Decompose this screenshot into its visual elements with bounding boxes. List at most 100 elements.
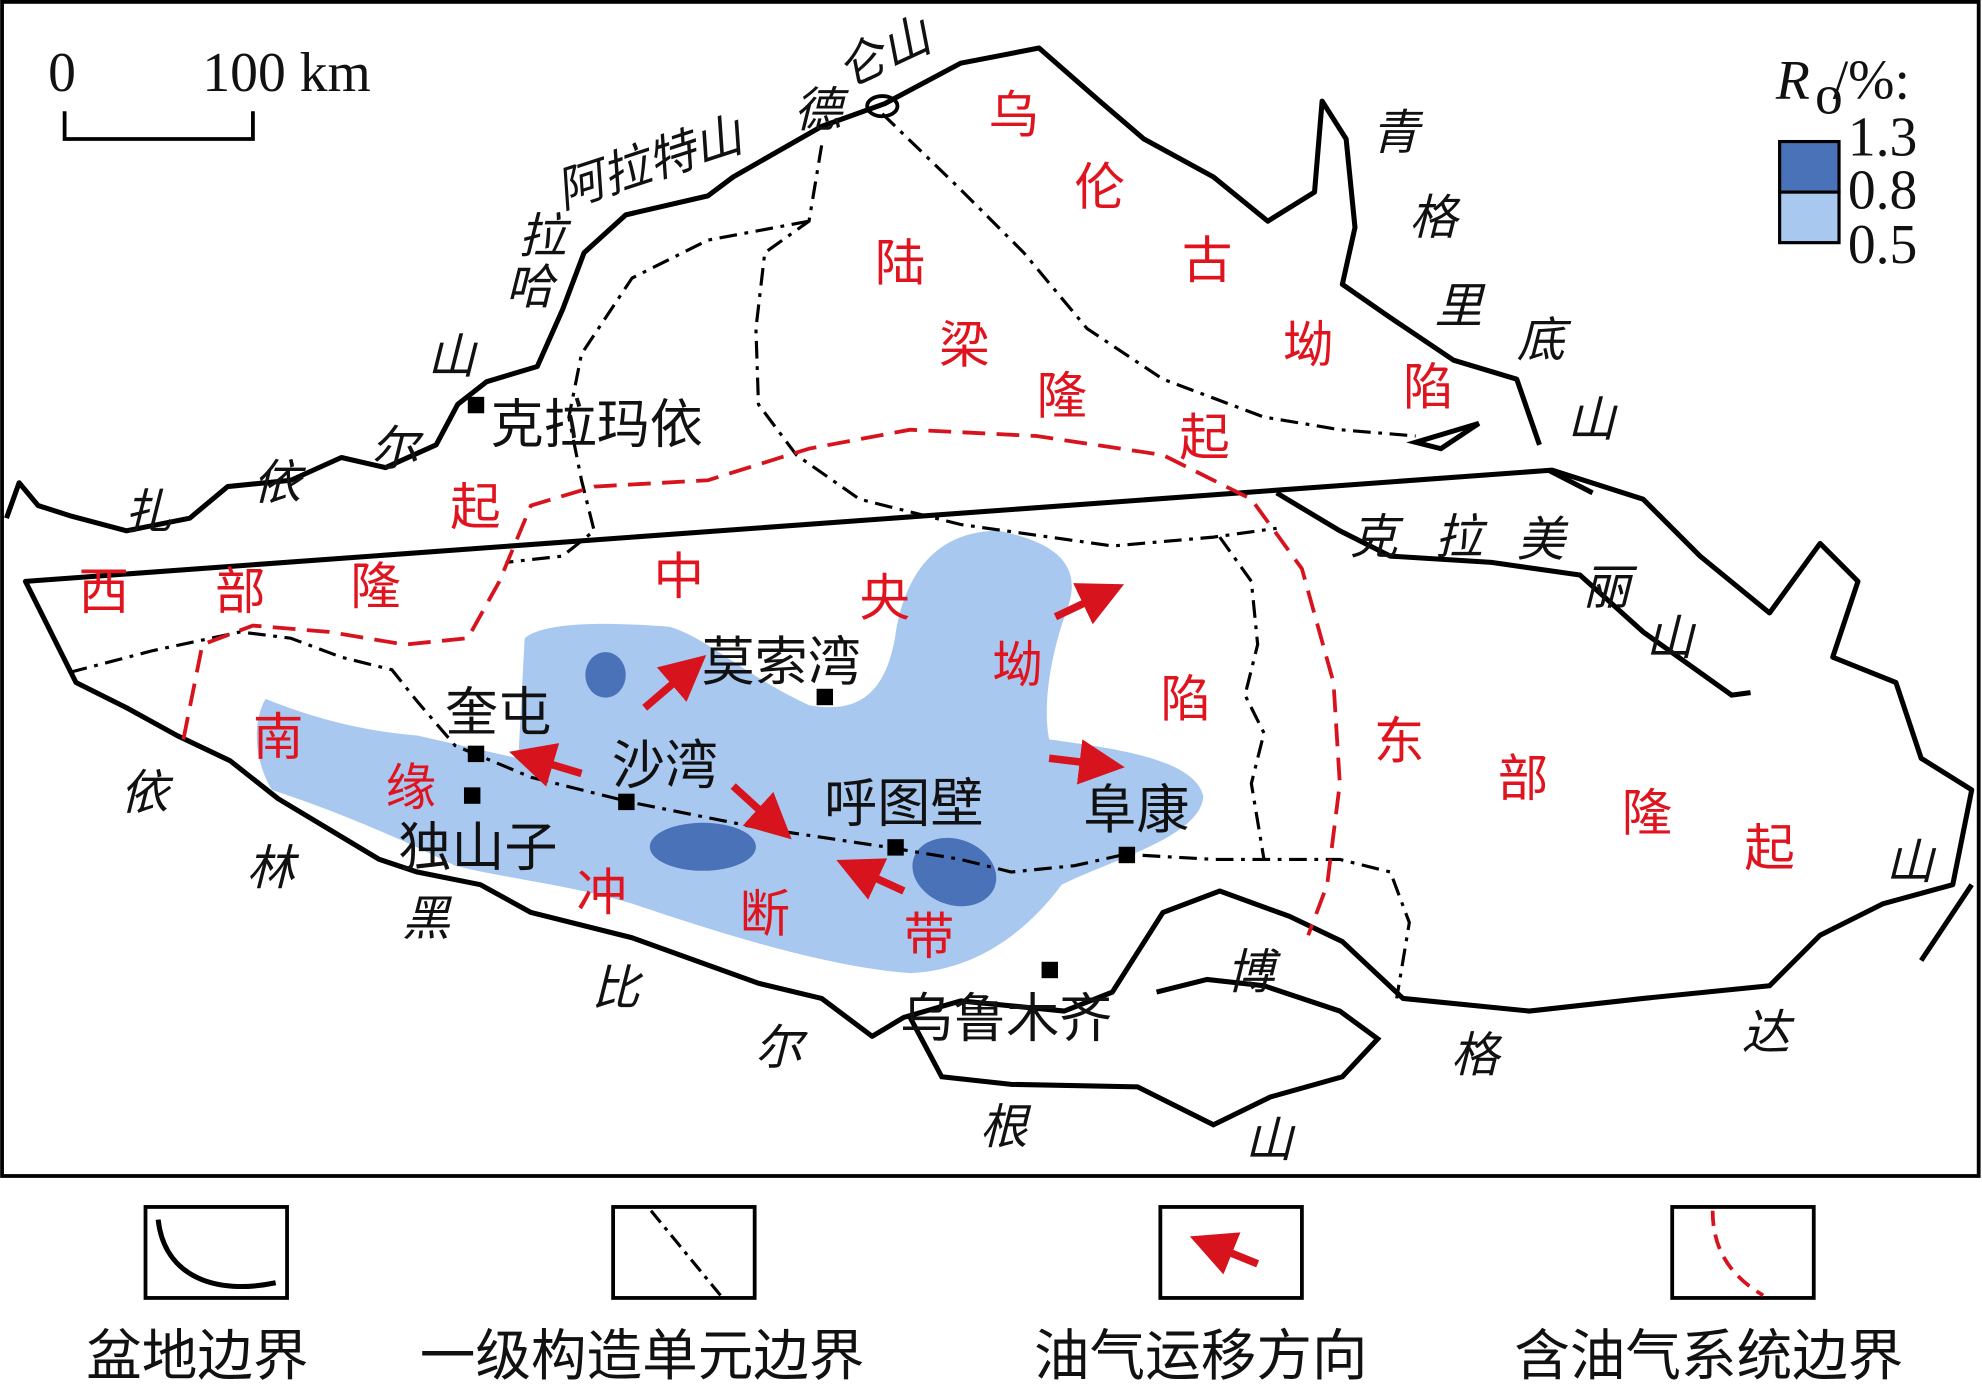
region-label: 中: [654, 547, 705, 606]
mountain-label: 底: [1517, 312, 1572, 368]
city-kuitun: 奎屯: [445, 681, 551, 743]
migration-arrows: [509, 583, 1125, 900]
region-label: 断: [739, 884, 790, 943]
scale-bar: 0 100 km: [48, 42, 371, 141]
city-marker: [463, 787, 481, 804]
city-marker: [1041, 961, 1058, 979]
legend-label: 一级构造单元边界: [420, 1324, 865, 1389]
city-marker: [467, 745, 485, 763]
mountain-label: 青: [1371, 105, 1423, 161]
region-label: 部: [1498, 749, 1549, 808]
city-urumqi: 乌鲁木齐: [900, 987, 1112, 1049]
migration-arrow: [836, 858, 906, 900]
basin-boundary: [4, 45, 1542, 534]
region-label: 坳: [1283, 316, 1334, 375]
mountain-label: 山: [427, 329, 478, 385]
mountain-label: 比: [592, 961, 644, 1017]
region-label: 隆: [1622, 783, 1673, 842]
mountain-label: 美: [1517, 512, 1569, 568]
migration-arrow: [642, 655, 707, 711]
mountain-label: 克: [1350, 510, 1404, 566]
region-label: 起: [1179, 408, 1230, 467]
mountain-label: 依: [120, 765, 174, 821]
legend-unit-boundary: 一级构造单元边界: [420, 1205, 865, 1389]
mountain-label: 扎: [124, 484, 172, 540]
basin-boundary: [1406, 420, 1974, 962]
region-label: 陷: [1403, 357, 1454, 416]
cities: 克拉玛依 莫索湾 奎屯 独山子 沙湾 呼图壁 阜康 乌鲁木齐: [398, 393, 1189, 1049]
migration-arrow: [1053, 583, 1125, 625]
scale-start: 0: [48, 42, 76, 104]
city-marker: [887, 839, 904, 856]
mountain-label: 德: [794, 82, 850, 138]
map-legend: 盆地边界 一级构造单元边界 油气运移方向 含油气系统边界: [86, 1205, 1903, 1389]
ro-legend: R o /%: 1.3 0.8 0.5: [1775, 50, 1918, 276]
mountain-label: 依: [253, 455, 307, 511]
region-label: 伦: [1074, 158, 1125, 217]
mountain-label: 格: [1409, 190, 1461, 246]
basin-boundary: [1275, 490, 1751, 698]
basin-boundary: [907, 976, 1382, 1128]
mountain-label: 丽: [1582, 560, 1637, 616]
mountain-label: 黑: [402, 891, 453, 947]
legend-basin-boundary: 盆地边界: [86, 1205, 308, 1389]
ro-level: 1.3: [1848, 106, 1917, 168]
mountain-label: 达: [1742, 1005, 1795, 1061]
ro-title: R: [1775, 50, 1810, 112]
region-label: 西: [79, 562, 130, 621]
mountain-label: 林: [247, 841, 300, 897]
basin-boundary: [22, 467, 1975, 1039]
legend-label: 油气运移方向: [1034, 1324, 1368, 1389]
region-label: 东: [1374, 711, 1425, 770]
region-labels: 乌 伦 古 坳 陷 陆 梁 隆 起 西 部 隆 起 中 央 坳 陷 南 缘 冲 …: [79, 86, 1795, 966]
mountain-label: 山: [1886, 834, 1937, 890]
region-label: 陷: [1160, 670, 1211, 729]
region-label: 冲: [576, 863, 627, 922]
region-label: 带: [904, 907, 955, 966]
city-karamay: 克拉玛依: [491, 393, 703, 455]
mountain-label: 根: [980, 1100, 1032, 1156]
basin-boundary: [865, 94, 900, 119]
migration-arrow: [1048, 739, 1125, 785]
migration-arrow: [730, 783, 792, 840]
region-label: 隆: [1036, 366, 1087, 425]
city-marker: [816, 688, 834, 706]
ro-title-unit: /%:: [1833, 50, 1910, 112]
region-label: 隆: [350, 557, 401, 616]
city-dushanzi: 独山子: [398, 817, 557, 879]
legend-migration-arrow: 油气运移方向: [1034, 1205, 1368, 1389]
mountain-label: 山: [1245, 1112, 1296, 1168]
legend-petroleum-system-boundary: 含油气系统边界: [1514, 1205, 1903, 1389]
region-label: 央: [860, 568, 911, 627]
mountain-label: 哈: [506, 259, 559, 315]
region-label: 陆: [875, 234, 926, 293]
mountain-label: 里: [1435, 278, 1486, 334]
scale-end: 100 km: [202, 42, 370, 104]
ro-title-sub: o: [1815, 65, 1843, 127]
mountain-label: 山: [1567, 392, 1618, 448]
city-shawan: 沙湾: [612, 735, 718, 797]
city-mosuowan: 莫索湾: [702, 631, 861, 693]
region-label: 南: [253, 708, 304, 767]
region-label: 部: [215, 562, 266, 621]
mountain-label: 山: [1646, 611, 1697, 667]
mountain-label: 尔: [755, 1020, 809, 1076]
region-label: 缘: [386, 758, 437, 817]
migration-arrow: [509, 743, 583, 787]
mountain-label: 拉: [1435, 510, 1488, 566]
mountain-label: 尔: [370, 421, 424, 477]
region-label: 起: [1744, 819, 1795, 878]
region-label: 古: [1182, 231, 1233, 290]
city-marker: [1118, 846, 1136, 864]
legend-label: 盆地边界: [86, 1324, 308, 1389]
ro-zone-high: [585, 652, 626, 698]
legend-label: 含油气系统边界: [1514, 1324, 1903, 1389]
petroleum-system-boundary: [181, 427, 1342, 936]
mountain-label: 博: [1226, 944, 1281, 1000]
city-hutubi: 呼图壁: [824, 772, 983, 834]
city-marker: [467, 396, 485, 414]
region-label: 梁: [939, 316, 990, 375]
region-label: 坳: [992, 635, 1043, 694]
ro-level: 0.8: [1848, 160, 1917, 222]
